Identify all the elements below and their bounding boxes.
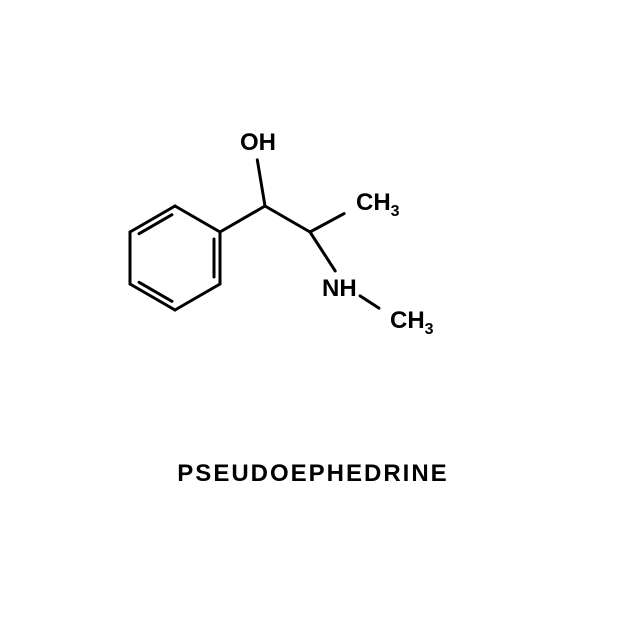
svg-text:CH3: CH3 (356, 189, 400, 220)
compound-name: PSEUDOEPHEDRINE (0, 460, 626, 488)
svg-text:OH: OH (240, 129, 276, 156)
molecule-diagram: OH CH3 NH CH3 PSEUDOEPHEDRINE (0, 0, 626, 626)
structure-svg: OH CH3 NH CH3 (0, 0, 626, 626)
svg-text:NH: NH (322, 275, 357, 302)
svg-text:CH3: CH3 (390, 307, 434, 338)
